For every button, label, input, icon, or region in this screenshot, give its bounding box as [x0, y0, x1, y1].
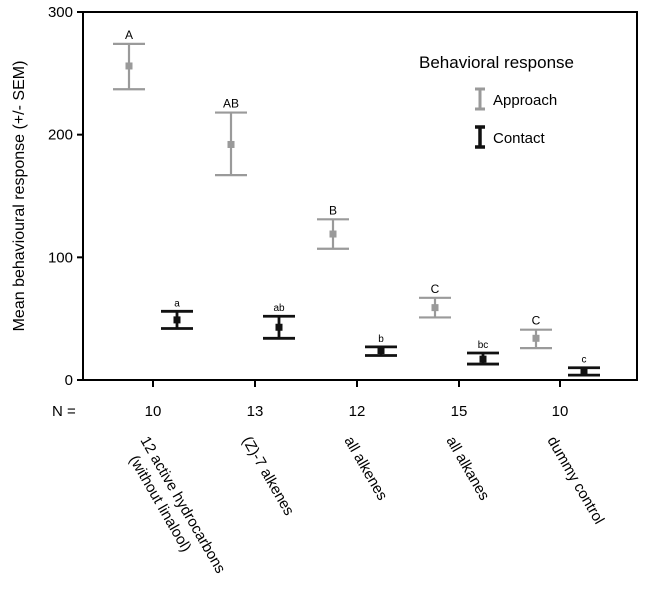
n-value: 12	[349, 403, 366, 420]
legend-item-contact: Contact	[475, 125, 546, 149]
significance-letter: C	[532, 314, 541, 328]
series-approach: A AB B C C	[113, 28, 552, 350]
mean-point	[532, 334, 540, 342]
n-value: 10	[145, 403, 162, 420]
n-label: N =	[52, 403, 76, 420]
x-axis: 10 13 12 15 10	[145, 380, 569, 420]
category-label-line: all alkanes	[443, 434, 493, 504]
category-label-line: 12 active hydrocarbons	[137, 434, 229, 577]
significance-letter: bc	[478, 340, 489, 351]
legend-label: Contact	[493, 130, 546, 147]
n-value: 15	[451, 403, 468, 420]
legend-label: Approach	[493, 92, 557, 109]
mean-point	[329, 230, 337, 238]
significance-letter: C	[431, 282, 440, 296]
series-contact: a ab b bc c	[161, 298, 600, 377]
category-labels: 12 active hydrocarbons(without linalool)…	[120, 434, 608, 586]
y-tick-label: 100	[48, 249, 73, 266]
n-value: 10	[552, 403, 569, 420]
significance-letter: B	[329, 203, 337, 217]
category-label: dummy control	[544, 434, 608, 528]
mean-point	[125, 62, 133, 70]
legend-item-approach: Approach	[475, 87, 557, 111]
chart-marks: A AB B C Ca ab b bc c	[113, 28, 600, 377]
significance-letter: A	[125, 28, 133, 42]
y-tick-label: 200	[48, 127, 73, 144]
y-axis: 0 100 200 300	[48, 4, 83, 389]
category-label: 12 active hydrocarbons(without linalool)	[120, 434, 229, 586]
significance-letter: b	[378, 334, 384, 345]
legend: Behavioral response Approach Contact	[419, 53, 574, 149]
mean-point	[275, 323, 283, 331]
significance-letter: a	[174, 298, 180, 309]
n-value: 13	[247, 403, 264, 420]
category-label-line: (Z)-7 alkenes	[239, 434, 298, 519]
category-label: (Z)-7 alkenes	[239, 434, 298, 519]
mean-point	[173, 316, 181, 324]
y-axis-title: Mean behavioural response (+/- SEM)	[11, 61, 28, 332]
significance-letter: ab	[273, 303, 285, 314]
mean-point	[431, 304, 439, 312]
mean-point	[227, 140, 235, 148]
mean-point	[479, 355, 487, 363]
y-tick-label: 300	[48, 4, 73, 21]
significance-letter: AB	[223, 97, 239, 111]
y-tick-label: 0	[65, 372, 73, 389]
plot-frame	[82, 11, 638, 381]
category-label-line: all alkenes	[341, 434, 391, 504]
category-label: all alkanes	[443, 434, 493, 504]
category-label: all alkenes	[341, 434, 391, 504]
significance-letter: c	[582, 355, 587, 366]
mean-point	[377, 347, 385, 355]
legend-title: Behavioral response	[419, 53, 574, 72]
category-label-line: dummy control	[544, 434, 608, 528]
mean-point	[580, 367, 588, 375]
